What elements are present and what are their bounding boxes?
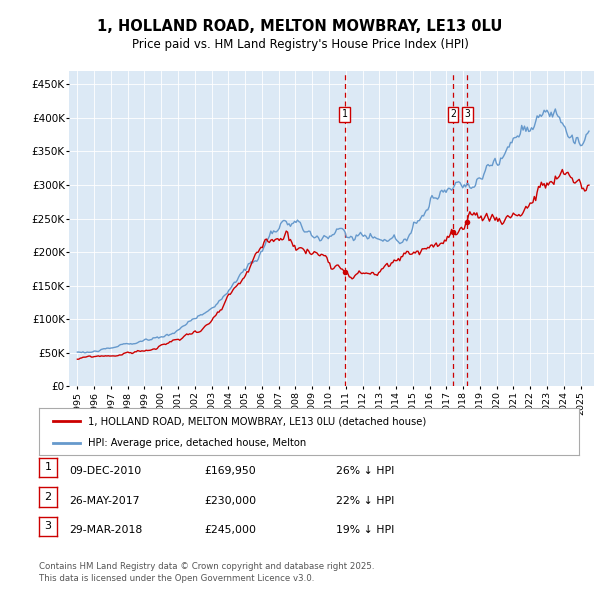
Text: 1, HOLLAND ROAD, MELTON MOWBRAY, LE13 0LU (detached house): 1, HOLLAND ROAD, MELTON MOWBRAY, LE13 0L… bbox=[88, 416, 426, 426]
Point bbox=[340, 268, 350, 277]
Text: 26% ↓ HPI: 26% ↓ HPI bbox=[336, 466, 394, 476]
Text: 2: 2 bbox=[450, 110, 456, 119]
Text: 3: 3 bbox=[44, 522, 52, 531]
Text: HPI: Average price, detached house, Melton: HPI: Average price, detached house, Melt… bbox=[88, 438, 306, 448]
Text: 3: 3 bbox=[464, 110, 470, 119]
Text: 22% ↓ HPI: 22% ↓ HPI bbox=[336, 496, 394, 506]
Text: 09-DEC-2010: 09-DEC-2010 bbox=[69, 466, 141, 476]
Text: 19% ↓ HPI: 19% ↓ HPI bbox=[336, 525, 394, 535]
Text: 26-MAY-2017: 26-MAY-2017 bbox=[69, 496, 139, 506]
Text: £169,950: £169,950 bbox=[204, 466, 256, 476]
Text: 1: 1 bbox=[44, 463, 52, 472]
Text: Price paid vs. HM Land Registry's House Price Index (HPI): Price paid vs. HM Land Registry's House … bbox=[131, 38, 469, 51]
Text: £245,000: £245,000 bbox=[204, 525, 256, 535]
Text: Contains HM Land Registry data © Crown copyright and database right 2025.
This d: Contains HM Land Registry data © Crown c… bbox=[39, 562, 374, 583]
Point bbox=[463, 217, 472, 227]
Text: 1, HOLLAND ROAD, MELTON MOWBRAY, LE13 0LU: 1, HOLLAND ROAD, MELTON MOWBRAY, LE13 0L… bbox=[97, 19, 503, 34]
Point bbox=[448, 227, 458, 237]
Text: 1: 1 bbox=[342, 110, 347, 119]
Text: 2: 2 bbox=[44, 492, 52, 502]
Text: 29-MAR-2018: 29-MAR-2018 bbox=[69, 525, 142, 535]
Text: £230,000: £230,000 bbox=[204, 496, 256, 506]
